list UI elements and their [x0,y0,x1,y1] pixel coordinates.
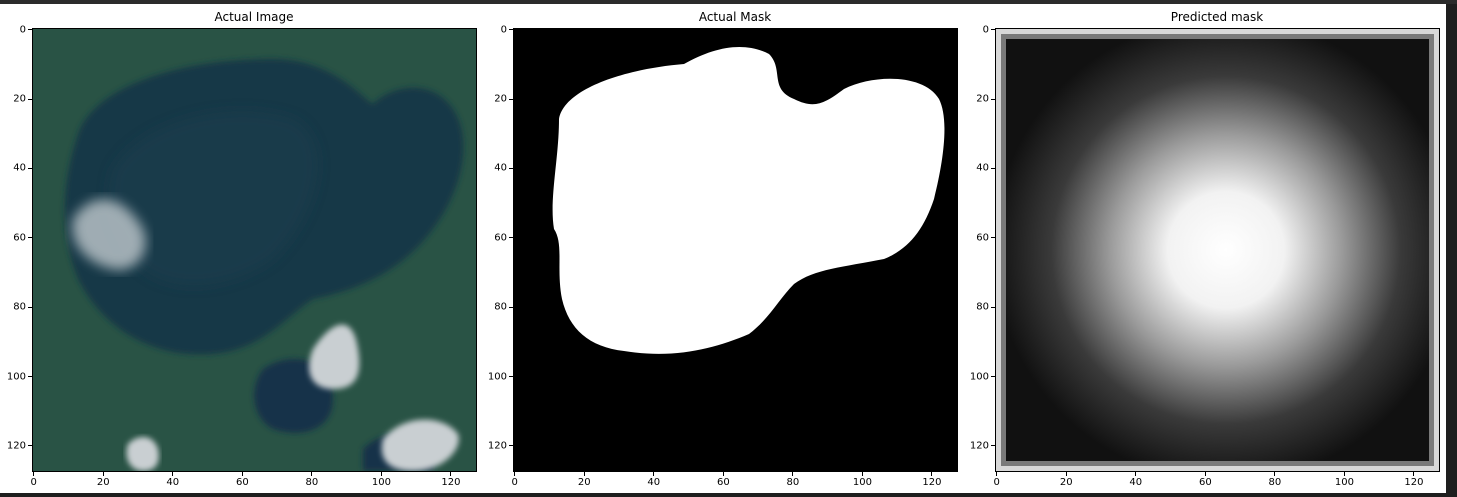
y-tick-label: 120 [6,440,26,452]
prediction-axes [995,28,1440,472]
y-tick [28,98,32,100]
satellite-image [33,29,476,471]
panel-title: Predicted mask [1170,10,1264,24]
y-tick [509,167,513,169]
y-tick-label: 0 [500,24,507,36]
y-tick-label: 40 [494,162,507,174]
x-tick [1204,472,1206,476]
matplotlib-figure: Actual Image Actual Mask [0,4,1446,493]
y-tick [991,98,995,100]
x-tick [1135,472,1137,476]
x-tick [241,472,243,476]
x-tick-label: 20 [96,477,110,488]
y-tick-label: 100 [969,371,989,383]
y-tick [991,376,995,378]
x-tick-label: 0 [993,477,1000,488]
x-tick [514,472,516,476]
x-tick [1274,472,1276,476]
x-tick-label: 60 [716,477,730,488]
x-tick [1065,472,1067,476]
x-tick-label: 120 [441,477,461,488]
x-tick [583,472,585,476]
y-tick-label: 0 [19,24,26,36]
predicted-mask-image [996,29,1439,471]
y-tick [991,445,995,447]
y-tick-label: 120 [487,440,507,452]
y-tick [509,237,513,239]
y-tick-label: 120 [969,440,989,452]
y-tick-label: 80 [976,301,989,313]
x-tick-label: 40 [647,477,661,488]
x-tick [380,472,382,476]
y-tick [28,376,32,378]
x-tick [450,472,452,476]
x-tick-label: 20 [577,477,591,488]
x-tick-label: 60 [235,477,249,488]
x-tick-label: 40 [166,477,180,488]
x-tick [861,472,863,476]
x-tick [102,472,104,476]
ground-truth-mask [514,29,957,471]
y-tick-label: 20 [494,93,507,105]
y-tick [509,445,513,447]
mask-axes [513,28,958,472]
y-tick-label: 60 [976,232,989,244]
x-tick-label: 100 [1334,477,1354,488]
x-tick-label: 100 [852,477,872,488]
y-tick [509,306,513,308]
y-tick [509,98,513,100]
x-tick-label: 60 [1198,477,1212,488]
y-tick [28,29,32,31]
y-tick-label: 20 [13,93,26,105]
y-tick [991,167,995,169]
x-tick [722,472,724,476]
x-tick-label: 80 [1268,477,1282,488]
y-tick-label: 40 [976,162,989,174]
image-axes [32,28,477,472]
y-tick-label: 40 [13,162,26,174]
x-tick-label: 120 [922,477,942,488]
x-tick [311,472,313,476]
window-bottom-strip [0,493,1446,497]
panel-title: Actual Mask [698,10,772,24]
x-tick-label: 120 [1404,477,1424,488]
window-top-bar [0,0,1457,4]
x-tick-label: 0 [511,477,518,488]
x-tick [653,472,655,476]
x-tick-label: 80 [305,477,319,488]
x-tick-label: 80 [786,477,800,488]
x-tick-label: 100 [371,477,391,488]
y-tick-label: 60 [494,232,507,244]
y-tick-label: 80 [494,301,507,313]
panel-title: Actual Image [214,10,294,24]
y-tick [991,29,995,31]
x-tick [792,472,794,476]
y-tick [28,237,32,239]
y-tick-label: 0 [982,24,989,36]
x-tick [1343,472,1345,476]
y-tick [991,237,995,239]
y-tick [509,29,513,31]
y-tick-label: 100 [487,371,507,383]
y-tick [991,306,995,308]
x-tick-label: 20 [1059,477,1073,488]
x-tick [172,472,174,476]
y-tick-label: 60 [13,232,26,244]
window-right-strip [1446,4,1457,497]
x-tick [931,472,933,476]
y-tick [28,445,32,447]
y-tick-label: 80 [13,301,26,313]
x-tick [33,472,35,476]
x-tick [1413,472,1415,476]
y-tick-label: 100 [6,371,26,383]
y-tick [28,167,32,169]
y-tick [28,306,32,308]
x-tick-label: 40 [1129,477,1143,488]
x-tick [996,472,998,476]
y-tick [509,376,513,378]
y-tick-label: 20 [976,93,989,105]
x-tick-label: 0 [30,477,37,488]
